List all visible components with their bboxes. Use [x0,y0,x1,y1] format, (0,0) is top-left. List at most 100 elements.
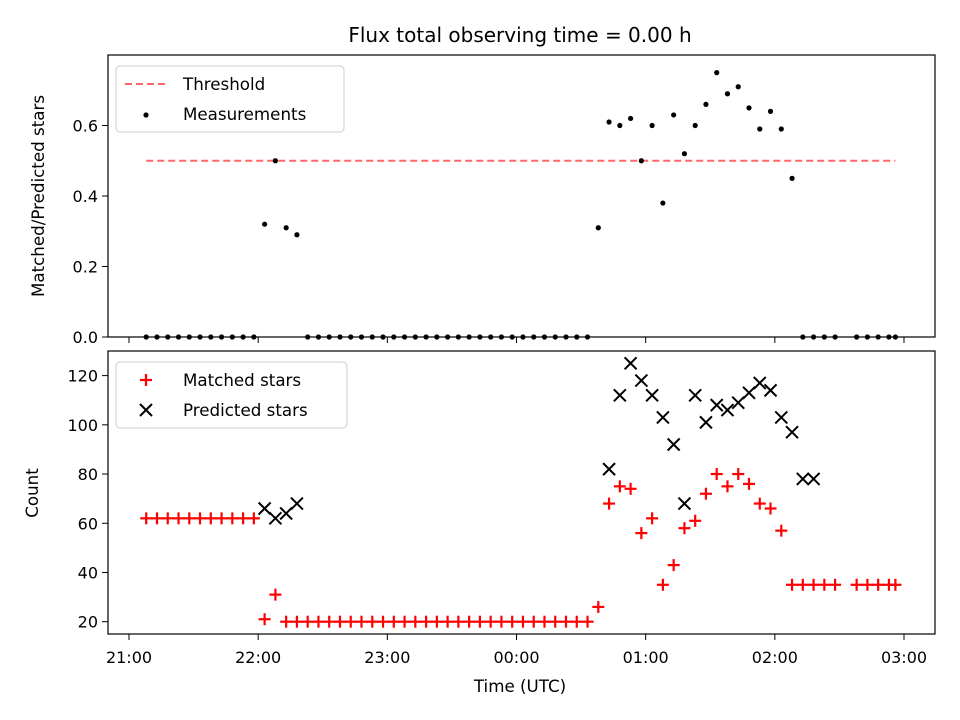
matched-star-point [409,615,422,628]
measurement-point [703,101,709,107]
matched-star-point [872,578,885,591]
top-y-axis: 0.0 0.2 0.4 0.6 [73,117,108,347]
predicted-star-point [731,395,745,410]
top-y-tick-label: 0.4 [73,187,98,206]
measurement-point [757,126,763,132]
measurement-point [789,175,795,181]
matched-star-point [850,578,863,591]
matched-star-point [172,512,185,525]
matched-star-point [420,615,433,628]
predicted-star-point [634,373,649,388]
measurement-point [746,105,752,111]
matched-star-point [699,487,712,500]
bottom-y-tick-label: 60 [78,514,98,533]
matched-star-point [635,527,648,540]
matched-star-point [538,615,551,628]
matched-star-point [786,578,799,591]
measurement-point [671,112,677,118]
x-tick-label: 22:00 [235,648,281,667]
predicted-star-point [656,410,670,425]
x-tick-label: 23:00 [364,648,410,667]
predicted-star-point [290,496,304,511]
top-x-tick-marks [128,337,905,343]
measurement-point [617,122,623,129]
matched-star-point [463,615,476,628]
predicted-star-point [688,388,702,403]
matched-star-point [516,615,529,628]
measurement-point [692,122,698,129]
measurement-point [714,70,720,76]
matched-star-point [624,482,637,495]
top-y-tick-label: 0.6 [73,117,98,136]
matched-star-point [150,512,163,525]
legend-threshold-label: Threshold [182,74,265,94]
top-legend-box [115,65,345,133]
matched-star-point [269,588,282,601]
measurement-point [767,108,774,114]
legend-measurements-label: Measurements [183,104,306,124]
matched-star-point [829,578,842,591]
matched-star-point [807,578,820,591]
x-tick-label: 21:00 [106,648,152,667]
matched-star-point [441,615,454,628]
top-plot: 0.0 0.2 0.4 0.6 Matched/Predicted stars Thr… [28,54,936,347]
measurement-point [638,158,644,164]
matched-star-point [473,615,486,628]
matched-star-point [678,522,691,535]
matched-star-point [323,615,336,628]
measurement-point [627,115,634,122]
predicted-star-point [699,415,713,430]
measurement-point [778,126,784,132]
measurement-point [283,225,289,231]
matched-star-point [818,578,831,591]
legend-matched-swatch [140,374,152,386]
bottom-y-tick-label: 120 [67,367,98,386]
matched-star-point [656,578,669,591]
predicted-star-point [720,403,735,417]
x-tick-label: 01:00 [623,648,669,667]
matched-star-point [484,615,497,628]
predicted-star-point [613,388,627,403]
matched-star-point [764,502,777,515]
predicted-star-point [602,462,616,476]
matched-star-point [312,615,325,628]
top-y-tick-label: 0.0 [73,328,98,347]
matched-star-point [280,615,293,628]
matched-star-point [366,615,379,628]
matched-star-point [613,480,626,493]
matched-star-point [743,477,755,490]
matched-star-point [215,512,228,525]
bottom-legend: Matched stars Predicted stars [115,361,348,429]
predicted-star-point [785,425,799,439]
matched-star-point [527,615,540,628]
matched-star-point [237,512,250,525]
matched-star-point [226,512,239,525]
matched-star-point [796,578,809,591]
matched-star-point [603,497,616,510]
x-axis-label: Time (UTC) [473,676,566,696]
matched-star-point [581,615,594,628]
matched-star-point [592,600,605,613]
matched-star-point [689,514,702,527]
bottom-y-tick-label: 100 [67,416,98,435]
top-y-axis-label: Matched/Predicted stars [28,95,48,297]
predicted-star-point [666,437,681,452]
measurement-point [660,200,666,206]
measurement-point [681,151,688,157]
matched-star-point [387,615,400,628]
matched-star-point [646,512,659,525]
bottom-series-layer [140,356,902,628]
matched-star-point [301,615,314,628]
matched-star-point [161,512,174,525]
matched-star-point [861,578,874,591]
predicted-star-point [796,472,810,486]
matched-star-point [549,615,562,628]
matched-star-point [506,615,519,628]
legend-matched-label: Matched stars [183,370,301,390]
legend-predicted-swatch [139,403,153,417]
matched-star-point [398,615,411,628]
matched-star-point [560,615,573,628]
predicted-star-point [753,376,767,390]
measurement-point [649,122,655,129]
